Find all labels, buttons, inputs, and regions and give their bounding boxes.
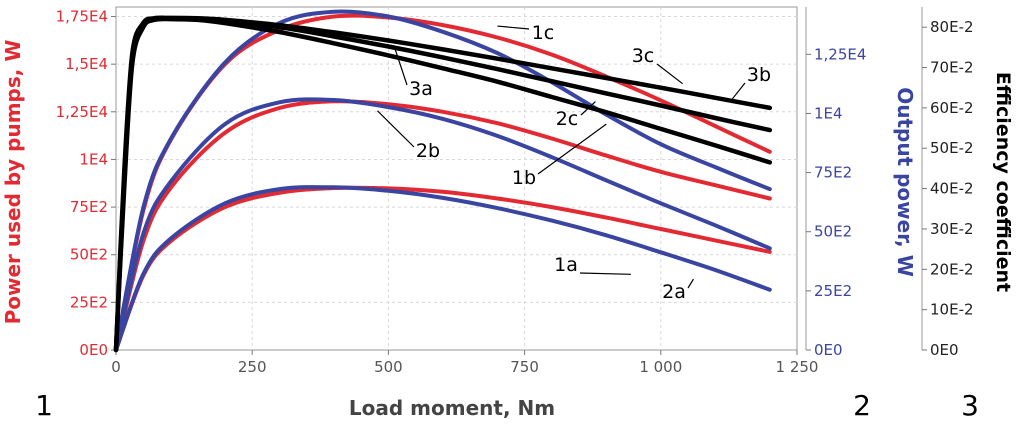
y3-axis-title: Efficiency coefficient [992,72,1014,292]
y2-tick-label: 1E4 [814,104,843,122]
curve-label-1c: 1c [532,22,555,44]
y2-tick-label: 0E0 [814,341,843,359]
x-tick-label: 1 250 [776,358,819,376]
y2-tick-label: 1,25E4 [814,45,866,63]
curve-label-leader [377,110,415,148]
curve-label-2c: 2c [556,108,579,130]
y2-axis-title: Output power, W [893,87,917,277]
y3-tick-label: 40E-2 [930,180,974,198]
x-tick-label: 500 [374,358,403,376]
y2-tick-label: 75E2 [814,164,852,182]
curve-label-2b: 2b [416,140,440,162]
panel-number-1: 1 [35,389,53,421]
series-line-2 [114,99,772,352]
y1-tick-label: 1E4 [79,150,108,168]
curve-label-3c: 3c [632,45,655,67]
y3-tick-label: 0E0 [930,341,959,359]
x-tick-label: 750 [510,358,539,376]
curve-label-1a: 1a [554,254,578,276]
curve-label-leader [731,82,746,101]
y3-tick-label: 20E-2 [930,260,974,278]
curve-label-leader [580,101,596,116]
y3-tick-label: 60E-2 [930,99,974,117]
curve-annotations: 1a 1b 1c 2a 2b 2c 3a 3b 3c [377,22,771,303]
y2-tick-label: 25E2 [814,282,852,300]
panel-number-2: 2 [853,389,871,421]
series-line-9 [113,15,773,353]
y3-tick-label: 30E-2 [930,220,974,238]
y1-tick-label: 1,75E4 [56,8,108,26]
series-line-6 [114,9,772,352]
y3-tick-label: 50E-2 [930,139,974,157]
series-line-5 [114,97,772,352]
x-tick-label: 0 [111,358,121,376]
panel-number-3: 3 [961,389,979,421]
series-line-4 [114,185,772,352]
y1-tick-label: 1,5E4 [65,55,108,73]
x-tick-label: 250 [238,358,267,376]
curve-label-leader [656,63,683,85]
curve-label-3b: 3b [747,64,771,86]
y1-tick-label: 75E2 [70,198,108,216]
curve-label-leader [393,45,408,86]
curve-label-1b: 1b [512,167,536,189]
y1-axis-title: Power used by pumps, W [1,40,25,325]
y2-tick-label: 50E2 [814,223,852,241]
y1-tick-label: 1,25E4 [56,103,108,121]
curve-label-leader [579,272,631,275]
y1-tick-label: 50E2 [70,246,108,264]
curve-label-leader [537,123,607,175]
curve-label-leader [497,25,530,30]
x-axis-title: Load moment, Nm [349,396,555,420]
axes: 0 250 500 750 1 000 1 2500E025E250E275E21E41,… [56,7,974,376]
y1-tick-label: 25E2 [70,293,108,311]
curve-label-leader [687,278,694,289]
y3-tick-label: 80E-2 [930,18,974,36]
x-tick-label: 1 000 [639,358,682,376]
curve-label-3a: 3a [409,78,433,100]
series-lines [113,9,773,353]
y3-tick-label: 10E-2 [930,301,974,319]
y1-tick-label: 0E0 [79,341,108,359]
y3-tick-label: 70E-2 [930,59,974,77]
curve-label-2a: 2a [662,281,686,303]
